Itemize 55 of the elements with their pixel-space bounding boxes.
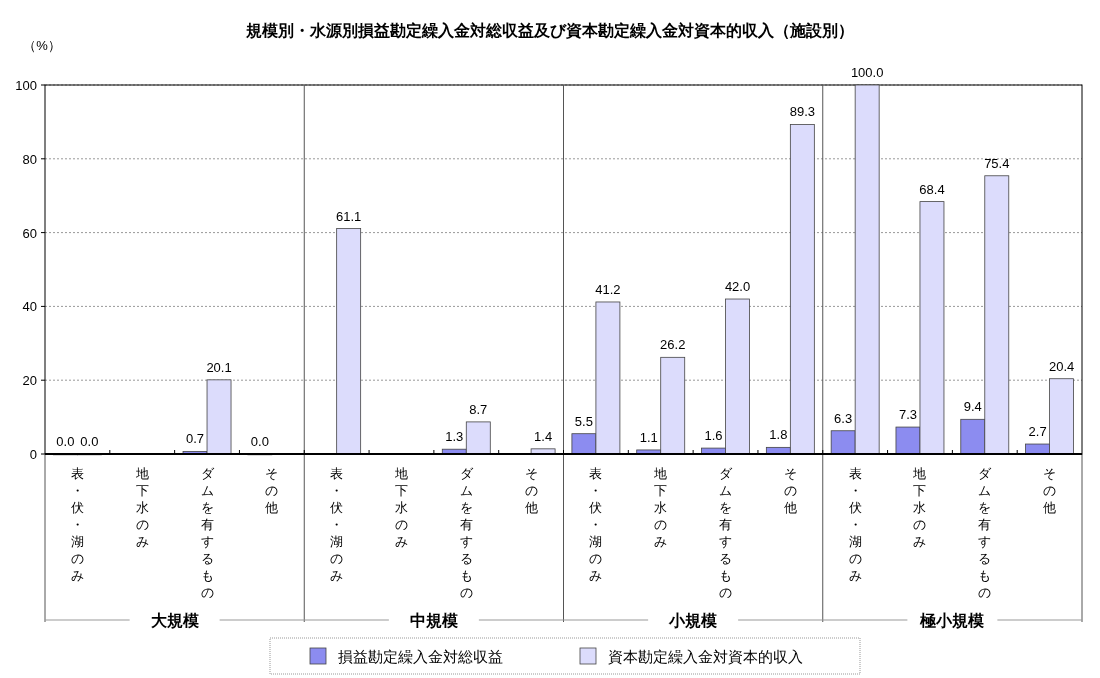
x-tick-label: その他 <box>1043 466 1057 515</box>
data-label: 1.6 <box>704 428 723 444</box>
data-label: 9.4 <box>963 399 982 415</box>
y-axis-title: （%） <box>23 38 61 53</box>
data-label: 100.0 <box>850 65 884 80</box>
x-tick-label: 地下水のみ <box>912 466 927 549</box>
data-label: 61.1 <box>336 208 362 224</box>
legend-label: 資本勘定繰入金対資本的収入 <box>608 648 803 665</box>
data-label: 20.1 <box>206 359 232 375</box>
data-label: 6.3 <box>834 410 853 426</box>
x-tick-label: 地下水のみ <box>134 466 149 549</box>
x-tick-label: 表・伏・湖のみ <box>330 466 344 583</box>
x-tick-label: その他 <box>783 466 797 515</box>
data-label: 0.0 <box>80 434 99 449</box>
x-tick-label: 表・伏・湖のみ <box>589 466 603 583</box>
y-tick-label: 40 <box>22 299 37 315</box>
x-tick-label: ダムを有するもの <box>978 466 993 600</box>
data-label: 89.3 <box>789 104 815 120</box>
text: 極小規模 <box>919 612 985 629</box>
data-label: 2.7 <box>1028 424 1047 440</box>
data-label: 1.4 <box>534 428 553 444</box>
legend-label: 損益勘定繰入金対総収益 <box>338 648 503 665</box>
x-tick-label: ダムを有するもの <box>719 466 734 600</box>
data-label: 1.8 <box>769 427 788 443</box>
data-label: 1.1 <box>639 429 658 445</box>
x-tick-label: ダムを有するもの <box>200 466 215 600</box>
data-label: 1.3 <box>445 429 464 445</box>
data-label: 42.0 <box>724 279 751 295</box>
x-tick-label: 表・伏・湖のみ <box>70 466 84 583</box>
data-label: 0.7 <box>185 431 205 447</box>
chart-title: 規模別・水源別損益勘定繰入金対総収益及び資本勘定繰入金対資本的収入（施設別） <box>245 21 854 40</box>
data-label: 20.4 <box>1048 358 1075 374</box>
data-label: 41.2 <box>595 281 621 297</box>
y-tick-label: 80 <box>22 151 37 167</box>
text: 小規模 <box>668 612 718 629</box>
y-tick-label: 0 <box>29 447 37 462</box>
x-tick-label: その他 <box>524 466 538 515</box>
text: 中規模 <box>409 612 458 629</box>
data-label: 26.2 <box>660 337 686 353</box>
text: 大規模 <box>150 612 199 629</box>
data-label: 0.0 <box>250 434 269 449</box>
x-tick-label: 地下水のみ <box>393 466 408 549</box>
x-tick-label: 表・伏・湖のみ <box>848 466 862 583</box>
y-tick-label: 60 <box>22 225 37 241</box>
data-label: 75.4 <box>984 155 1010 171</box>
x-tick-label: 地下水のみ <box>653 466 668 549</box>
y-tick-label: 100 <box>15 78 37 93</box>
data-label: 0.0 <box>56 434 75 449</box>
x-tick-label: その他 <box>265 466 279 515</box>
data-label: 68.4 <box>919 181 945 197</box>
data-label: 7.3 <box>898 407 918 423</box>
data-label: 5.5 <box>574 413 593 429</box>
data-label: 8.7 <box>469 401 488 417</box>
y-tick-label: 20 <box>22 373 37 389</box>
x-tick-label: ダムを有するもの <box>459 466 474 600</box>
